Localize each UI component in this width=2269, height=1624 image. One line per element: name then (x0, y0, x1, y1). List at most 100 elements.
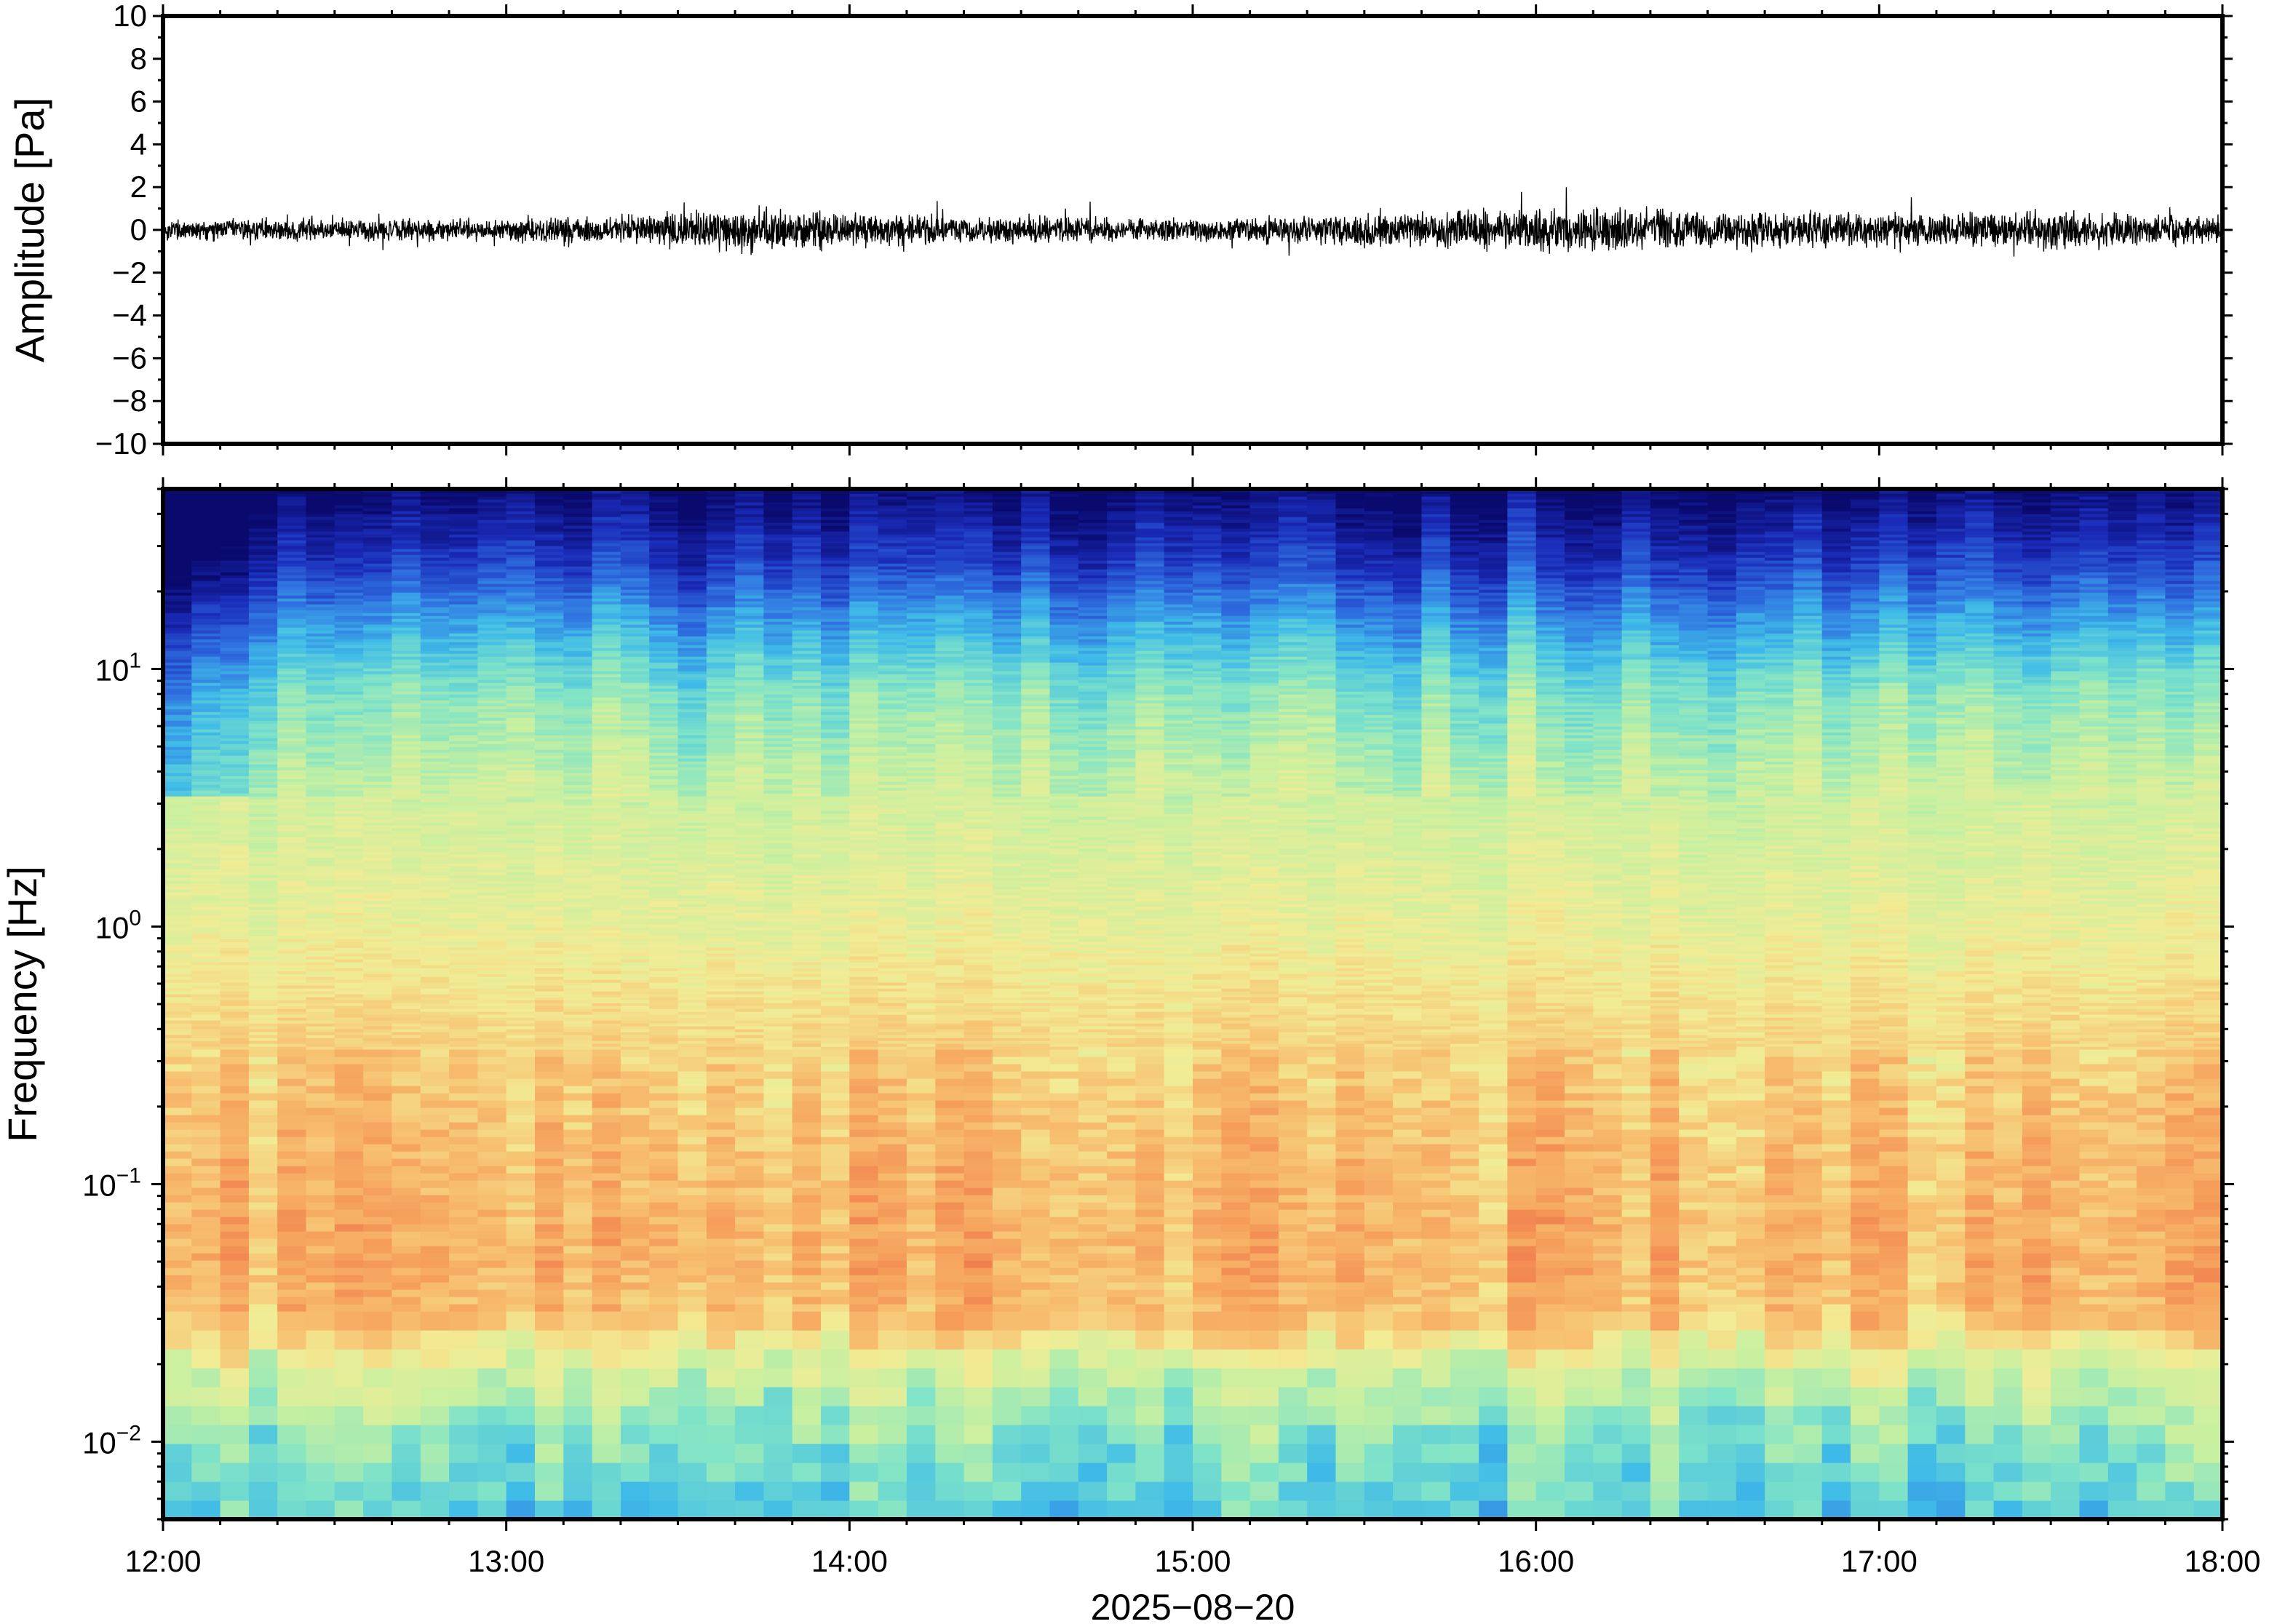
spectrogram-cell (677, 1151, 707, 1159)
spectrogram-cell (620, 927, 650, 931)
spectrogram-cell (306, 613, 335, 616)
spectrogram-cell (277, 1032, 307, 1035)
spectrogram-cell (592, 697, 621, 701)
spectrogram-cell (563, 520, 593, 523)
spectrogram-cell (392, 1122, 421, 1130)
spectrogram-cell (706, 685, 736, 689)
spectrogram-cell (706, 618, 736, 622)
spectrogram-cell (677, 1020, 707, 1024)
spectrogram-cell (592, 831, 621, 835)
spectrogram-cell (191, 511, 221, 514)
spectrogram-cell (563, 557, 593, 561)
spectrogram-cell (392, 653, 421, 657)
spectrogram-cell (535, 784, 565, 788)
spectrogram-cell (248, 589, 278, 593)
spectrogram-cell (449, 912, 479, 916)
spectrogram-cell (649, 752, 679, 756)
spectrogram-cell (191, 875, 221, 878)
spectrogram-cell (477, 534, 507, 538)
spectrogram-cell (334, 863, 364, 867)
spectrogram-cell (535, 904, 565, 907)
spectrogram-cell (277, 863, 307, 867)
spectrogram-cell (649, 1056, 679, 1064)
waveform-line (163, 187, 2222, 257)
spectrogram-cell (420, 1040, 450, 1044)
spectrogram-cell (649, 697, 679, 701)
spectrogram-cell (220, 607, 250, 610)
spectrogram-cell (535, 915, 565, 919)
spectrogram-cell (706, 1202, 736, 1210)
spectrogram-cell (677, 1481, 707, 1501)
spectrogram-cell (535, 624, 565, 628)
spectrogram-cell (277, 1217, 307, 1225)
spectrogram-cell (563, 933, 593, 936)
spectrogram-cell (420, 735, 450, 739)
spectrogram-cell (506, 764, 536, 768)
spectrogram-cell (449, 595, 479, 599)
spectrogram-cell (220, 1282, 250, 1290)
spectrogram-cell (620, 662, 650, 666)
spectrogram-cell (449, 1151, 479, 1159)
spectrogram-cell (649, 933, 679, 936)
spectrogram-cell (363, 968, 393, 971)
spectrogram-cell (706, 1166, 736, 1174)
spectrogram-cell (649, 796, 679, 800)
spectrogram-cell (392, 1046, 421, 1050)
spectrogram-cell (535, 1029, 565, 1032)
spectrogram-cell (620, 784, 650, 788)
spectrogram-cell (535, 685, 565, 689)
spectrogram-cell (392, 877, 421, 881)
spectrogram-cell (449, 540, 479, 544)
spectrogram-cell (649, 1202, 679, 1210)
spectrogram-cell (649, 1093, 679, 1101)
spectrogram-cell (334, 831, 364, 835)
spectrogram-cell (420, 1086, 450, 1094)
spectrogram-cell (563, 1217, 593, 1225)
spectrogram-cell (306, 744, 335, 747)
spectrogram-cell (191, 883, 221, 887)
spectrogram-cell (677, 520, 707, 523)
spectrogram-cell (706, 1000, 736, 1003)
spectrogram-cell (620, 936, 650, 939)
spectrogram-cell (191, 776, 221, 779)
spectrogram-cell (191, 854, 221, 858)
spectrogram-cell (277, 636, 307, 640)
spectrogram-cell (220, 1151, 250, 1159)
spectrogram-cell (620, 668, 650, 672)
spectrogram-cell (392, 1444, 421, 1463)
spectrogram-cell (277, 1100, 307, 1108)
spectrogram-cell (677, 499, 707, 503)
spectrogram-cell (220, 1224, 250, 1232)
spectrogram-cell (220, 802, 250, 805)
spectrogram-cell (620, 950, 650, 954)
spectrogram-cell (677, 845, 707, 849)
spectrogram-cell (735, 1166, 765, 1174)
spectrogram-cell (334, 1071, 364, 1079)
spectrogram-cell (191, 560, 221, 564)
spectrogram-cell (563, 715, 593, 718)
spectrogram-cell (449, 747, 479, 750)
spectrogram-cell (620, 796, 650, 800)
spectrogram-cell (449, 1330, 479, 1350)
spectrogram-cell (392, 784, 421, 788)
spectrogram-cell (563, 857, 593, 861)
spectrogram-cell (191, 877, 221, 881)
spectrogram-cell (677, 744, 707, 747)
spectrogram-cell (363, 1043, 393, 1047)
spectrogram-cell (363, 732, 393, 736)
spectrogram-cell (649, 522, 679, 526)
spectrogram-cell (220, 552, 250, 555)
spectrogram-cell (506, 531, 536, 535)
spectrogram-cell (535, 1011, 565, 1015)
spectrogram-cell (449, 601, 479, 605)
spectrogram-cell (677, 633, 707, 637)
spectrogram-cell (163, 1144, 193, 1152)
spectrogram-cell (420, 546, 450, 549)
spectrogram-cell (277, 1137, 307, 1145)
spectrogram-cell (392, 787, 421, 791)
spectrogram-cell (535, 604, 565, 608)
spectrogram-cell (506, 650, 536, 654)
spectrogram-cell (220, 1035, 250, 1038)
spectrogram-cell (477, 630, 507, 634)
